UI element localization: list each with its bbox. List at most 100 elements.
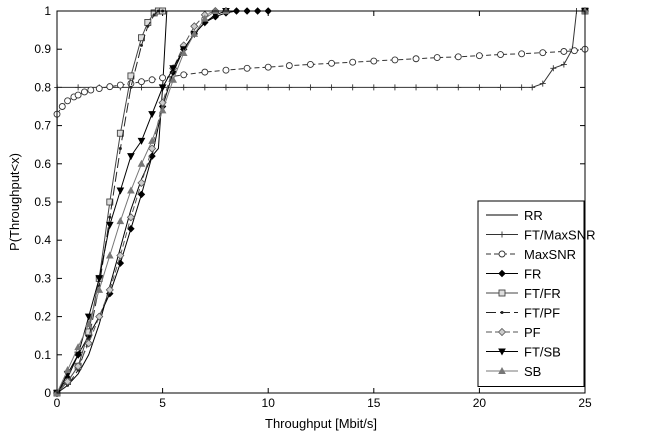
data-point-maxsnr <box>159 74 167 82</box>
data-point-maxsnr <box>106 83 114 91</box>
data-point-ft-maxsnr <box>286 84 293 91</box>
data-point-ft-maxsnr <box>265 84 272 91</box>
data-point-ft-pf <box>139 43 143 47</box>
series-sb <box>53 6 589 396</box>
data-point-pf <box>63 377 72 386</box>
data-point-ft-pf <box>129 85 133 89</box>
data-point-maxsnr <box>264 63 272 71</box>
data-point-ft-pf <box>118 147 122 151</box>
data-point-ft-sb <box>95 275 104 283</box>
data-point-maxsnr <box>539 49 547 57</box>
legend-label-ft-fr: FT/FR <box>524 286 561 301</box>
data-point-maxsnr <box>454 53 462 61</box>
data-point-maxsnr <box>58 103 66 110</box>
data-point-ft-sb <box>137 137 146 145</box>
data-point-pf <box>105 285 114 294</box>
data-point-pf <box>190 22 199 31</box>
legend-label-sb: SB <box>524 364 541 379</box>
y-tick-label: 0.8 <box>34 80 51 94</box>
legend-label-ft-sb: FT/SB <box>524 345 561 360</box>
data-point-sb <box>127 186 135 194</box>
data-point-ft-maxsnr <box>349 84 356 91</box>
x-axis-label: Throughput [Mbit/s] <box>265 416 377 431</box>
data-point-maxsnr <box>475 52 483 60</box>
legend-label-fr: FR <box>524 267 541 282</box>
legend-marker-ft-fr <box>498 289 506 297</box>
data-point-maxsnr <box>95 85 103 92</box>
data-point-ft-maxsnr <box>434 84 441 91</box>
data-point-maxsnr <box>64 97 72 105</box>
data-point-sb <box>200 14 209 22</box>
legend: RR FT/MaxSNR MaxSNR FR FT/FR FT/PF PF FT/SB SB <box>477 200 596 387</box>
legend-label-rr: RR <box>524 208 543 223</box>
data-point-maxsnr <box>87 86 95 94</box>
y-tick-label: 0.9 <box>34 42 51 56</box>
data-point-sb <box>116 217 125 225</box>
legend-marker-ft-pf <box>500 311 504 314</box>
data-point-maxsnr <box>328 59 336 67</box>
data-point-pf <box>116 251 125 260</box>
series-line-maxsnr <box>56 48 586 115</box>
data-point-sb <box>84 320 93 328</box>
data-point-maxsnr <box>391 56 399 64</box>
data-point-ft-maxsnr <box>370 84 377 91</box>
legend-marker-ft-sb <box>498 348 506 356</box>
data-point-maxsnr <box>412 55 420 63</box>
data-point-maxsnr <box>560 48 568 55</box>
data-point-fr <box>137 190 146 199</box>
data-point-ft-maxsnr <box>244 84 251 91</box>
data-point-sb <box>190 29 199 37</box>
data-point-ft-maxsnr <box>180 84 187 91</box>
data-point-ft-pf <box>152 13 156 17</box>
y-tick-label: 0.7 <box>34 119 51 133</box>
data-point-ft-maxsnr <box>138 84 145 91</box>
x-tick-label: 5 <box>159 396 166 410</box>
data-point-ft-sb <box>105 221 114 229</box>
data-point-sb <box>137 159 146 167</box>
data-point-maxsnr <box>116 81 124 89</box>
data-point-fr <box>127 225 135 233</box>
data-point-ft-maxsnr <box>307 84 314 91</box>
series-maxsnr <box>53 45 589 118</box>
data-point-ft-maxsnr <box>550 65 557 72</box>
series-rr <box>56 10 585 394</box>
series-line-rr <box>56 10 585 394</box>
data-point-maxsnr <box>222 66 230 74</box>
data-point-ft-maxsnr <box>328 84 335 91</box>
data-point-ft-sb <box>116 187 125 195</box>
data-point-ft-maxsnr <box>497 84 504 91</box>
y-tick-label: 0 <box>44 386 51 400</box>
data-point-ft-sb <box>158 84 167 92</box>
data-point-maxsnr <box>570 47 578 55</box>
legend-marker-ft-maxsnr <box>499 231 505 238</box>
series-line-pf <box>56 10 585 394</box>
y-tick-label: 0.3 <box>34 271 51 285</box>
legend-marker-fr <box>498 269 506 278</box>
data-point-maxsnr <box>433 54 441 62</box>
data-point-sb <box>179 48 188 57</box>
data-point-ft-maxsnr <box>539 80 546 87</box>
legend-marker-pf <box>497 327 507 337</box>
legend-marker-sb <box>498 366 506 374</box>
data-point-maxsnr <box>148 76 156 84</box>
data-point-maxsnr <box>243 64 251 72</box>
data-point-pf <box>126 213 135 222</box>
data-point-sb <box>74 343 82 351</box>
data-point-sb <box>148 136 156 144</box>
series-line-sb <box>56 10 585 394</box>
data-point-ft-maxsnr <box>75 84 82 91</box>
data-point-maxsnr <box>306 61 314 68</box>
data-point-ft-pf <box>146 24 150 28</box>
legend-label-maxsnr: MaxSNR <box>524 247 576 262</box>
y-axis-label: P(Throughput<x) <box>7 153 22 251</box>
x-tick-label: 15 <box>367 396 381 410</box>
data-point-pf <box>95 312 104 321</box>
data-point-maxsnr <box>201 68 209 76</box>
data-point-ft-maxsnr <box>201 84 208 91</box>
x-tick-label: 0 <box>54 396 61 410</box>
data-point-maxsnr <box>285 62 293 70</box>
y-tick-label: 0.5 <box>34 195 51 209</box>
legend-box <box>477 200 585 387</box>
data-point-ft-sb <box>148 111 156 119</box>
